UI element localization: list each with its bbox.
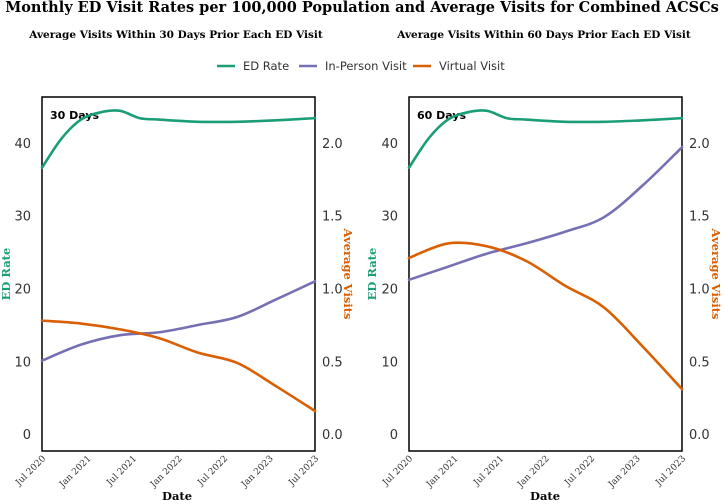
y-tick-left-30-60-days: 30 (381, 210, 398, 225)
x-tick-jan-2021-30-days: Jan 2021 (57, 454, 93, 490)
series-line-ed-rate-30-days (40, 109, 317, 169)
y-tick-right-0-0-60-days: 0.0 (689, 428, 710, 443)
y-tick-left-40-30-days: 40 (14, 137, 31, 152)
series-line-virtual-visit-30-days (40, 319, 317, 413)
y-tick-right-1-0-30-days: 1.0 (322, 283, 343, 298)
panel-label-30-days: 30 Days (50, 109, 100, 122)
y-tick-left-10-60-days: 10 (381, 355, 398, 370)
y-tick-left-40-60-days: 40 (381, 137, 398, 152)
x-tick-jan-2021-60-days: Jan 2021 (424, 454, 460, 490)
y-axis-title-right-60-days: Average Visits (709, 227, 723, 319)
panel-60-days: Average Visits Within 60 Days Prior Each… (365, 29, 723, 503)
legend: ED Rate In-Person Visit Virtual Visit (217, 59, 505, 73)
subtitle-30-days: Average Visits Within 30 Days Prior Each… (28, 29, 323, 41)
x-tick-jul-2021-60-days: Jul 2021 (471, 454, 506, 489)
y-axis-title-left-30-days: ED Rate (0, 248, 13, 301)
x-tick-jul-2023-60-days: Jul 2023 (653, 454, 688, 489)
y-tick-right-1-5-30-days: 1.5 (322, 210, 343, 225)
plot-frame-60-days (408, 96, 683, 452)
y-tick-left-0-30-days: 0 (23, 428, 31, 443)
x-tick-jul-2022-60-days: Jul 2022 (562, 454, 597, 489)
x-axis-title-60-days: Date (530, 489, 560, 503)
y-axis-title-right-30-days: Average Visits (341, 227, 355, 319)
y-tick-right-0-5-30-days: 0.5 (322, 355, 343, 370)
x-tick-jul-2020-60-days: Jul 2020 (380, 454, 415, 489)
y-tick-right-2-0-60-days: 2.0 (689, 137, 710, 152)
ticks-60-days: 0 10 20 30 40 0.0 0.5 1.0 1.5 2.0 Jul 2020 Jan 2021… (380, 137, 709, 491)
y-tick-left-20-30-days: 20 (14, 283, 31, 298)
x-axis-title-30-days: Date (162, 489, 192, 503)
series-line-virtual-visit-60-days (407, 241, 684, 391)
legend-label-ed-rate: ED Rate (243, 59, 289, 73)
legend-label-in-person-visit: In-Person Visit (325, 59, 407, 73)
x-tick-jul-2021-30-days: Jul 2021 (104, 454, 139, 489)
y-tick-left-20-60-days: 20 (381, 283, 398, 298)
series-line-in-person-visit-60-days (407, 145, 684, 282)
series-line-ed-rate-60-days (407, 109, 684, 169)
y-tick-right-2-0-30-days: 2.0 (322, 137, 343, 152)
series-line-in-person-visit-30-days (40, 279, 317, 362)
x-tick-jul-2020-30-days: Jul 2020 (13, 454, 48, 489)
subtitle-60-days: Average Visits Within 60 Days Prior Each… (396, 29, 691, 41)
y-tick-right-1-0-60-days: 1.0 (689, 283, 710, 298)
x-tick-jan-2023-60-days: Jan 2023 (606, 454, 643, 491)
series-lines-60-days (407, 109, 684, 391)
y-tick-left-30-30-days: 30 (14, 210, 31, 225)
ticks-30-days: 0 10 20 30 40 0.0 0.5 1.0 1.5 2.0 Jul 2020 Jan 2021… (13, 137, 342, 491)
y-tick-left-0-60-days: 0 (390, 428, 398, 443)
y-tick-right-0-5-60-days: 0.5 (689, 355, 710, 370)
y-axis-title-left-60-days: ED Rate (365, 248, 379, 301)
y-tick-right-1-5-60-days: 1.5 (689, 210, 710, 225)
chart-title: Monthly ED Visit Rates per 100,000 Popul… (5, 0, 719, 16)
legend-label-virtual-visit: Virtual Visit (439, 59, 505, 73)
x-tick-jul-2022-30-days: Jul 2022 (195, 454, 230, 489)
panel-30-days: Average Visits Within 30 Days Prior Each… (0, 29, 355, 503)
y-tick-left-10-30-days: 10 (14, 355, 31, 370)
x-tick-jan-2022-60-days: Jan 2022 (515, 454, 551, 490)
plot-frame-30-days (41, 96, 316, 452)
panel-label-60-days: 60 Days (417, 109, 467, 122)
x-tick-jul-2023-30-days: Jul 2023 (286, 454, 321, 489)
y-tick-right-0-0-30-days: 0.0 (322, 428, 343, 443)
x-tick-jan-2023-30-days: Jan 2023 (239, 454, 276, 491)
series-lines-30-days (40, 109, 317, 413)
x-tick-jan-2022-30-days: Jan 2022 (148, 454, 184, 490)
